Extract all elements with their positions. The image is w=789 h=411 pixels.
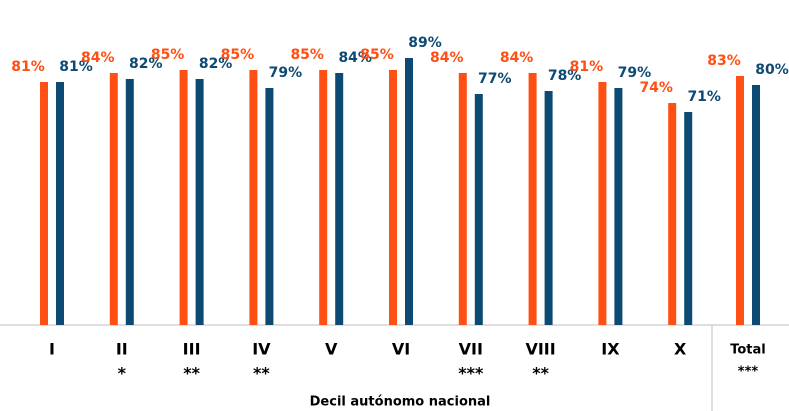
x-tick-label: VIII <box>525 340 555 359</box>
value-label: 85% <box>290 47 324 63</box>
value-label: 89% <box>408 35 442 51</box>
bar <box>528 73 537 325</box>
bar <box>474 94 483 325</box>
value-label: 79% <box>269 65 303 81</box>
bar <box>265 88 274 325</box>
bar <box>109 73 118 325</box>
bar <box>179 70 188 325</box>
value-label: 84% <box>500 50 534 66</box>
value-label: 80% <box>755 62 789 78</box>
value-label: 81% <box>570 59 604 75</box>
value-label: 81% <box>59 59 93 75</box>
bar <box>249 70 258 325</box>
significance-label: *** <box>738 365 759 380</box>
x-tick-label: III <box>183 340 201 359</box>
x-tick-label: I <box>49 340 55 359</box>
bar <box>736 76 744 325</box>
bar <box>668 103 677 325</box>
significance-label: * <box>118 364 127 383</box>
value-label: 85% <box>151 47 185 63</box>
x-tick-label: IV <box>252 340 271 359</box>
significance-label: *** <box>458 364 484 383</box>
value-label: 81% <box>11 59 45 75</box>
bar <box>335 73 344 325</box>
bar <box>195 79 204 325</box>
value-label: 74% <box>639 80 673 96</box>
value-label: 84% <box>338 50 372 66</box>
bar <box>56 82 64 325</box>
value-label: 83% <box>707 53 741 69</box>
x-tick-label: II <box>116 340 128 359</box>
bar <box>544 91 553 325</box>
bar <box>458 73 467 325</box>
bar <box>598 82 607 325</box>
value-label: 85% <box>221 47 255 63</box>
x-tick-label: IX <box>601 340 620 359</box>
bar <box>752 85 760 325</box>
bar <box>319 70 328 325</box>
x-tick-label: V <box>325 340 338 359</box>
bar <box>614 88 623 325</box>
value-label: 79% <box>618 65 652 81</box>
value-label: 78% <box>548 68 582 84</box>
bar <box>125 79 134 325</box>
x-tick-label: Total <box>730 343 766 358</box>
value-label: 85% <box>360 47 394 63</box>
x-axis-title: Decil autónomo nacional <box>310 395 491 410</box>
bar <box>684 112 693 325</box>
value-label: 84% <box>430 50 464 66</box>
x-tick-label: VI <box>392 340 410 359</box>
significance-label: ** <box>532 364 549 383</box>
x-tick-label: VII <box>459 340 483 359</box>
bar <box>40 82 48 325</box>
value-label: 84% <box>81 50 115 66</box>
bar <box>405 58 413 325</box>
value-label: 77% <box>478 71 512 87</box>
significance-label: ** <box>183 364 200 383</box>
value-label: 82% <box>199 56 233 72</box>
x-tick-label: X <box>674 340 687 359</box>
bar <box>389 70 397 325</box>
value-label: 82% <box>129 56 163 72</box>
significance-label: ** <box>253 364 270 383</box>
value-label: 71% <box>687 89 721 105</box>
